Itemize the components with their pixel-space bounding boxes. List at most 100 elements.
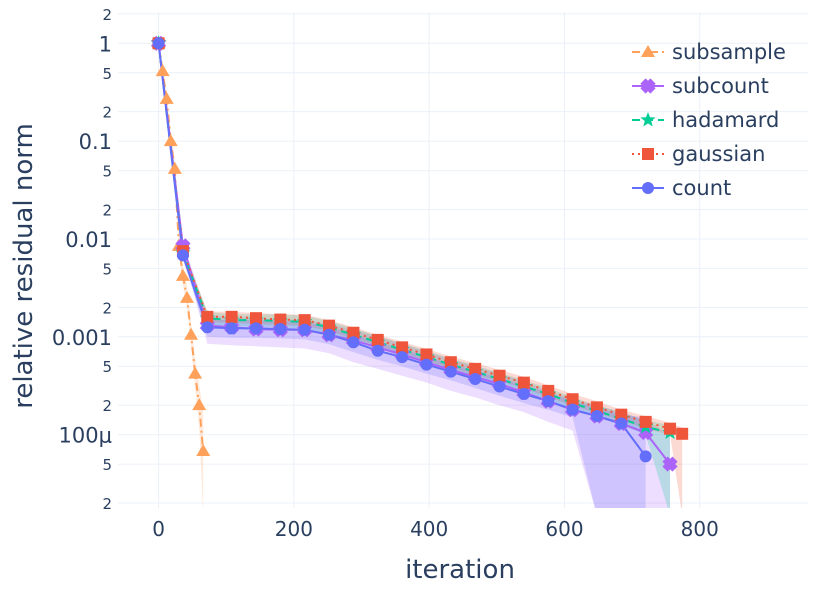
gaussian-point xyxy=(469,362,482,375)
y-tick-label-minor: 2 xyxy=(102,104,112,122)
subcount-point xyxy=(662,456,678,472)
legend-label: gaussian xyxy=(672,142,765,166)
y-tick-label-major: 1 xyxy=(99,32,112,56)
grid xyxy=(118,12,808,508)
count-point xyxy=(493,380,506,393)
legend-marker xyxy=(640,78,656,94)
subsample-point xyxy=(155,64,170,77)
gaussian-point xyxy=(298,314,311,327)
count-point xyxy=(250,322,262,335)
gaussian-line xyxy=(157,43,683,435)
legend-label: subcount xyxy=(672,74,769,98)
count-point xyxy=(615,417,628,430)
x-tick-label: 400 xyxy=(410,517,448,541)
gaussian-point xyxy=(517,376,530,389)
subsample-point xyxy=(192,398,207,411)
x-axis-title: iteration xyxy=(405,555,515,585)
gaussian-point xyxy=(347,326,360,339)
subsample-point xyxy=(188,366,203,379)
legend[interactable]: subsample subcount hadamard gaussian count xyxy=(632,40,786,200)
y-tick-label-major: 0.01 xyxy=(65,228,112,252)
legend-item-subcount[interactable]: subcount xyxy=(632,74,769,98)
y-tick-label-minor: 2 xyxy=(102,397,112,415)
legend-item-hadamard[interactable]: hadamard xyxy=(632,108,779,132)
legend-label: hadamard xyxy=(672,108,779,132)
count-point xyxy=(444,365,457,378)
y-tick-label-major: 0.1 xyxy=(79,130,112,154)
count-point xyxy=(225,322,238,335)
count-point xyxy=(590,410,603,423)
count-point xyxy=(201,321,214,334)
count-point xyxy=(396,351,409,364)
subsample-point xyxy=(159,91,174,104)
count-point xyxy=(152,37,165,50)
y-tick-label-minor: 2 xyxy=(102,495,112,513)
gaussian-point xyxy=(493,369,506,382)
subsample-point xyxy=(180,290,194,303)
count-point xyxy=(176,249,189,262)
count-point xyxy=(639,450,652,463)
count-point xyxy=(420,358,433,371)
gaussian-point xyxy=(225,310,238,323)
gaussian-point xyxy=(274,313,287,326)
subsample-point xyxy=(184,327,199,340)
x-tick-label: 800 xyxy=(681,517,719,541)
x-tick-label: 600 xyxy=(545,517,583,541)
y-axis-ticks: 1 0.1 0.01 0.001 100μ 2 5 2 5 2 5 2 5 2 5 2 xyxy=(52,6,112,513)
y-tick-label-major: 100μ xyxy=(59,424,112,448)
count-point xyxy=(566,403,579,416)
gaussian-point xyxy=(201,310,214,323)
y-tick-label-minor: 5 xyxy=(102,65,112,83)
count-point xyxy=(298,323,311,336)
legend-label: count xyxy=(672,176,731,200)
legend-item-gaussian[interactable]: gaussian xyxy=(632,142,765,166)
gaussian-point xyxy=(323,319,336,332)
x-axis-ticks: 0 200 400 600 800 xyxy=(152,517,719,541)
gaussian-point xyxy=(371,333,384,346)
legend-marker xyxy=(640,112,656,127)
legend-marker xyxy=(642,148,654,160)
count-point xyxy=(323,328,336,341)
gaussian-point xyxy=(615,408,628,421)
gaussian-point xyxy=(566,393,579,406)
count-point xyxy=(347,336,360,349)
gaussian-point xyxy=(420,348,433,361)
gaussian-point xyxy=(542,384,555,397)
y-axis-title: relative residual norm xyxy=(9,123,39,409)
y-tick-label-minor: 5 xyxy=(102,456,112,474)
gaussian-point xyxy=(396,341,409,354)
count-point xyxy=(274,323,287,336)
legend-label: subsample xyxy=(672,40,786,64)
count-point xyxy=(517,388,530,401)
y-tick-label-minor: 2 xyxy=(102,6,112,24)
y-tick-label-minor: 2 xyxy=(102,202,112,220)
series-markers xyxy=(150,35,689,472)
subsample-point xyxy=(175,268,190,281)
gaussian-point xyxy=(639,415,652,428)
subcount-point xyxy=(638,424,654,441)
x-tick-label: 0 xyxy=(152,517,165,541)
y-tick-label-major: 0.001 xyxy=(52,326,112,350)
y-tick-label-minor: 5 xyxy=(102,358,112,376)
gaussian-point xyxy=(250,312,262,325)
x-tick-label: 200 xyxy=(275,517,313,541)
y-tick-label-minor: 2 xyxy=(102,299,112,317)
gaussian-point xyxy=(676,427,689,440)
gaussian-point xyxy=(664,422,676,435)
y-tick-label-minor: 5 xyxy=(102,260,112,278)
subsample-point xyxy=(163,134,178,147)
count-point xyxy=(469,373,482,386)
legend-marker xyxy=(641,45,655,57)
count-point xyxy=(371,344,384,357)
gaussian-point xyxy=(444,356,457,369)
subsample-point xyxy=(167,161,182,174)
gaussian-point xyxy=(590,401,603,414)
subsample-point xyxy=(196,444,211,457)
y-tick-label-minor: 5 xyxy=(102,163,112,181)
hadamard-line xyxy=(157,43,671,434)
legend-item-subsample[interactable]: subsample xyxy=(632,40,786,64)
legend-marker xyxy=(642,182,654,194)
legend-item-count[interactable]: count xyxy=(632,176,731,200)
